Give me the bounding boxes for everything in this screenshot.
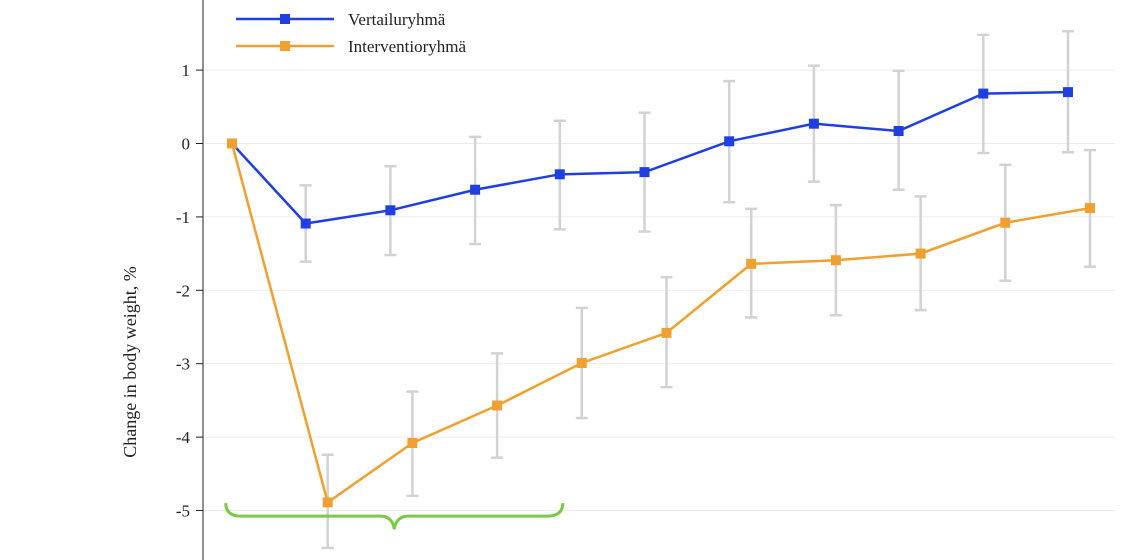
- legend: Vertailuryhmä Interventioryhmä: [236, 10, 466, 56]
- error-bars: [299, 29, 1096, 550]
- y-tick-label: -2: [176, 281, 190, 300]
- legend-item: Interventioryhmä: [236, 37, 466, 56]
- data-point: [1063, 87, 1073, 98]
- legend-swatch-marker: [280, 41, 290, 51]
- data-point: [808, 118, 819, 129]
- y-tick-label: -1: [176, 208, 190, 227]
- data-point: [492, 400, 503, 411]
- curly-brace: [224, 503, 565, 530]
- y-tick-label: -3: [176, 355, 190, 374]
- data-point: [746, 258, 757, 269]
- data-point: [470, 184, 481, 195]
- bracket-annotation: [224, 503, 565, 530]
- data-point: [639, 167, 650, 178]
- data-point: [576, 357, 587, 368]
- series-line-2: [230, 143, 1091, 505]
- data-point: [1000, 217, 1011, 228]
- y-axis-ticks: 1 0 -1 -2 -3 -4 -5: [176, 61, 203, 521]
- data-point: [407, 437, 418, 448]
- data-point: [227, 138, 237, 149]
- data-point: [893, 126, 904, 137]
- data-point: [915, 248, 926, 259]
- data-point: [554, 169, 565, 180]
- data-point: [300, 218, 311, 229]
- series-lines: [230, 90, 1091, 505]
- legend-label: Interventioryhmä: [348, 37, 466, 56]
- y-tick-label: 0: [182, 135, 191, 154]
- legend-swatch-marker: [280, 14, 290, 24]
- legend-label: Vertailuryhmä: [348, 10, 446, 29]
- data-point: [661, 327, 672, 338]
- data-point: [1085, 203, 1095, 214]
- y-axis-title: Change in body weight, %: [120, 266, 140, 457]
- data-point: [724, 136, 735, 147]
- data-point: [385, 205, 396, 216]
- legend-item: Vertailuryhmä: [236, 10, 446, 29]
- data-point: [830, 255, 841, 266]
- gridlines: [205, 69, 1115, 511]
- data-point: [978, 88, 989, 99]
- data-point: [322, 497, 333, 508]
- y-tick-label: -5: [176, 502, 190, 521]
- y-tick-label: 1: [182, 61, 191, 80]
- y-tick-label: -4: [176, 428, 191, 447]
- series-markers: [227, 87, 1095, 508]
